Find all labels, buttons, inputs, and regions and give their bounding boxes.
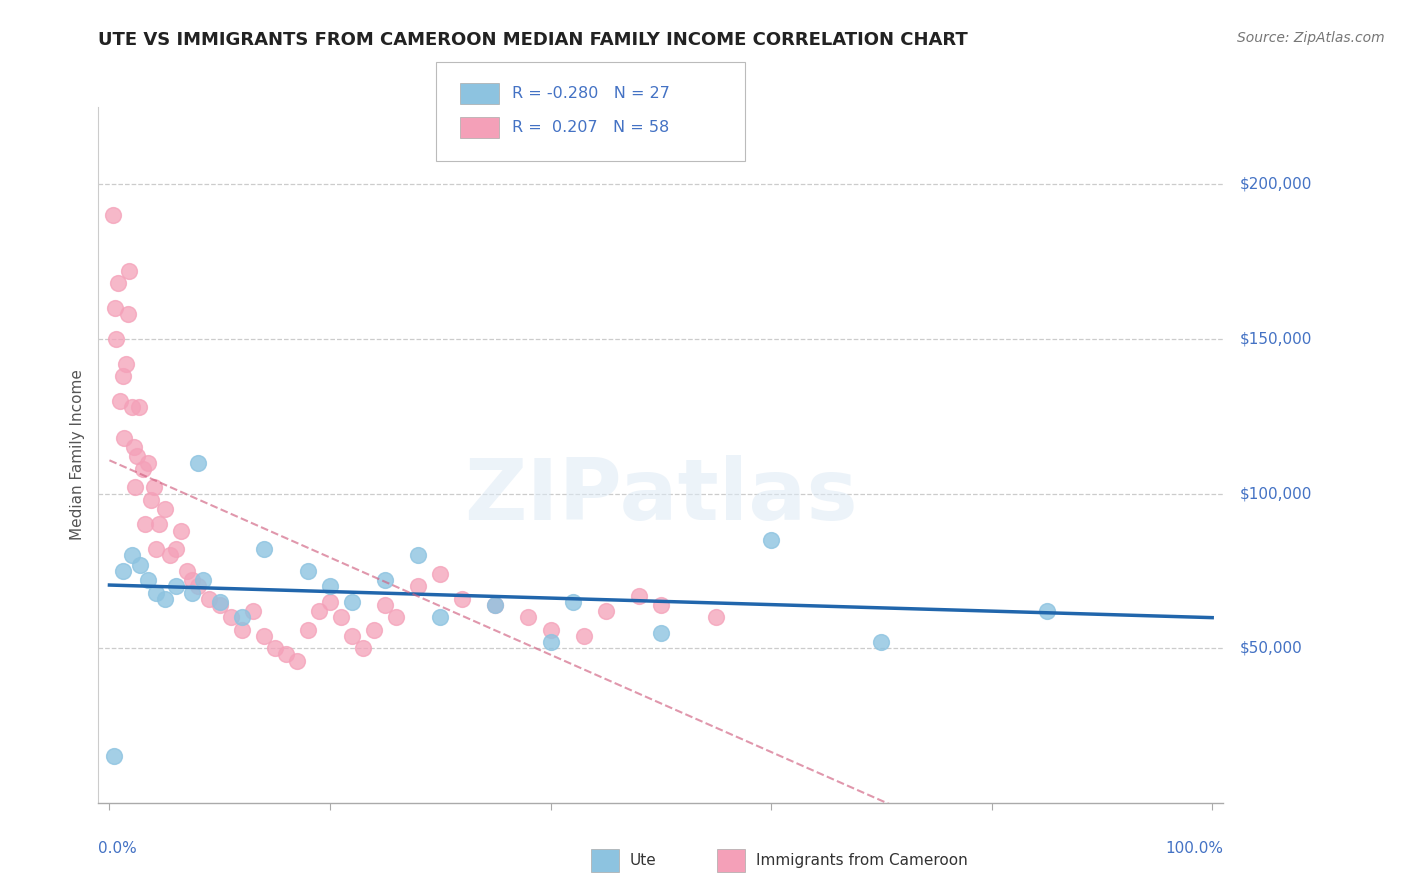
Point — [650, 625, 672, 640]
Point — [131, 462, 153, 476]
Text: $150,000: $150,000 — [1240, 332, 1312, 346]
Point — [1036, 604, 1059, 618]
Point — [263, 641, 285, 656]
Point — [112, 431, 135, 445]
Point — [187, 456, 209, 470]
Point — [122, 440, 145, 454]
Point — [129, 558, 152, 572]
Point — [104, 301, 127, 315]
Text: ZIPatlas: ZIPatlas — [464, 455, 858, 538]
Point — [374, 598, 396, 612]
Point — [134, 517, 156, 532]
Point — [540, 623, 562, 637]
Point — [340, 595, 363, 609]
Point — [145, 585, 167, 599]
Point — [105, 332, 128, 346]
Point — [406, 579, 429, 593]
Point — [274, 648, 297, 662]
Point — [197, 591, 219, 606]
Point — [170, 524, 193, 538]
Point — [165, 542, 187, 557]
Point — [115, 357, 138, 371]
Point — [121, 400, 143, 414]
Point — [406, 549, 429, 563]
Point — [111, 369, 134, 384]
Point — [121, 549, 143, 563]
Point — [107, 277, 129, 291]
Text: Source: ZipAtlas.com: Source: ZipAtlas.com — [1237, 31, 1385, 45]
Point — [540, 635, 562, 649]
Point — [374, 573, 396, 587]
Point — [627, 589, 650, 603]
Point — [319, 595, 342, 609]
Point — [141, 492, 163, 507]
Point — [231, 623, 253, 637]
Text: Immigrants from Cameroon: Immigrants from Cameroon — [756, 854, 969, 868]
Point — [352, 641, 374, 656]
Text: 0.0%: 0.0% — [98, 841, 138, 856]
Point — [153, 591, 176, 606]
Point — [340, 629, 363, 643]
Point — [136, 456, 159, 470]
Point — [285, 654, 308, 668]
Text: UTE VS IMMIGRANTS FROM CAMEROON MEDIAN FAMILY INCOME CORRELATION CHART: UTE VS IMMIGRANTS FROM CAMEROON MEDIAN F… — [98, 31, 969, 49]
Point — [118, 264, 141, 278]
Point — [572, 629, 595, 643]
Text: $50,000: $50,000 — [1240, 640, 1303, 656]
Point — [297, 564, 319, 578]
Point — [484, 598, 506, 612]
Point — [187, 579, 209, 593]
Text: R = -0.280   N = 27: R = -0.280 N = 27 — [512, 87, 669, 101]
Point — [870, 635, 893, 649]
Point — [429, 566, 451, 581]
Point — [103, 749, 125, 764]
Point — [231, 610, 253, 624]
Point — [208, 598, 231, 612]
Text: 100.0%: 100.0% — [1166, 841, 1223, 856]
Point — [319, 579, 342, 593]
Point — [181, 573, 204, 587]
Text: Ute: Ute — [630, 854, 657, 868]
Point — [101, 208, 124, 222]
Point — [429, 610, 451, 624]
Point — [117, 307, 139, 321]
Point — [650, 598, 672, 612]
Point — [363, 623, 385, 637]
Point — [111, 564, 134, 578]
Point — [253, 629, 276, 643]
Point — [128, 400, 150, 414]
Point — [136, 573, 159, 587]
Text: R =  0.207   N = 58: R = 0.207 N = 58 — [512, 120, 669, 135]
Point — [704, 610, 727, 624]
Point — [297, 623, 319, 637]
Point — [561, 595, 583, 609]
Text: $200,000: $200,000 — [1240, 177, 1312, 192]
Point — [145, 542, 167, 557]
Point — [181, 585, 204, 599]
Y-axis label: Median Family Income: Median Family Income — [70, 369, 86, 541]
Point — [219, 610, 242, 624]
Point — [484, 598, 506, 612]
Point — [595, 604, 617, 618]
Point — [451, 591, 474, 606]
Point — [124, 480, 146, 494]
Point — [208, 595, 231, 609]
Point — [193, 573, 215, 587]
Point — [330, 610, 353, 624]
Point — [148, 517, 170, 532]
Point — [153, 502, 176, 516]
Text: $100,000: $100,000 — [1240, 486, 1312, 501]
Point — [759, 533, 782, 547]
Point — [125, 450, 148, 464]
Point — [385, 610, 408, 624]
Point — [176, 564, 198, 578]
Point — [253, 542, 276, 557]
Point — [242, 604, 264, 618]
Point — [517, 610, 540, 624]
Point — [110, 393, 132, 408]
Point — [308, 604, 330, 618]
Point — [159, 549, 181, 563]
Point — [142, 480, 165, 494]
Point — [165, 579, 187, 593]
